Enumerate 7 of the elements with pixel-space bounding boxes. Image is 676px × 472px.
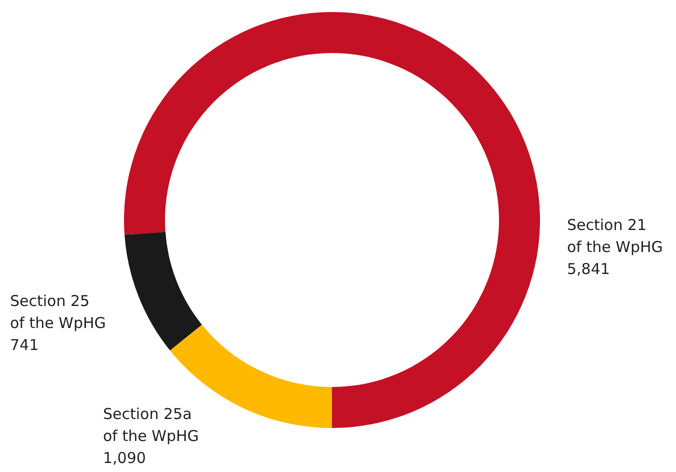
donut-slice bbox=[124, 232, 202, 350]
data-label: 5,841 bbox=[567, 260, 610, 278]
slice-label: Section 25 of the WpHG bbox=[10, 292, 106, 332]
data-label: 1,090 bbox=[103, 449, 146, 467]
slice-label: Section 25a of the WpHG bbox=[103, 405, 199, 445]
data-label: 741 bbox=[10, 336, 39, 354]
slice-label: Section 21 of the WpHG bbox=[567, 216, 663, 256]
